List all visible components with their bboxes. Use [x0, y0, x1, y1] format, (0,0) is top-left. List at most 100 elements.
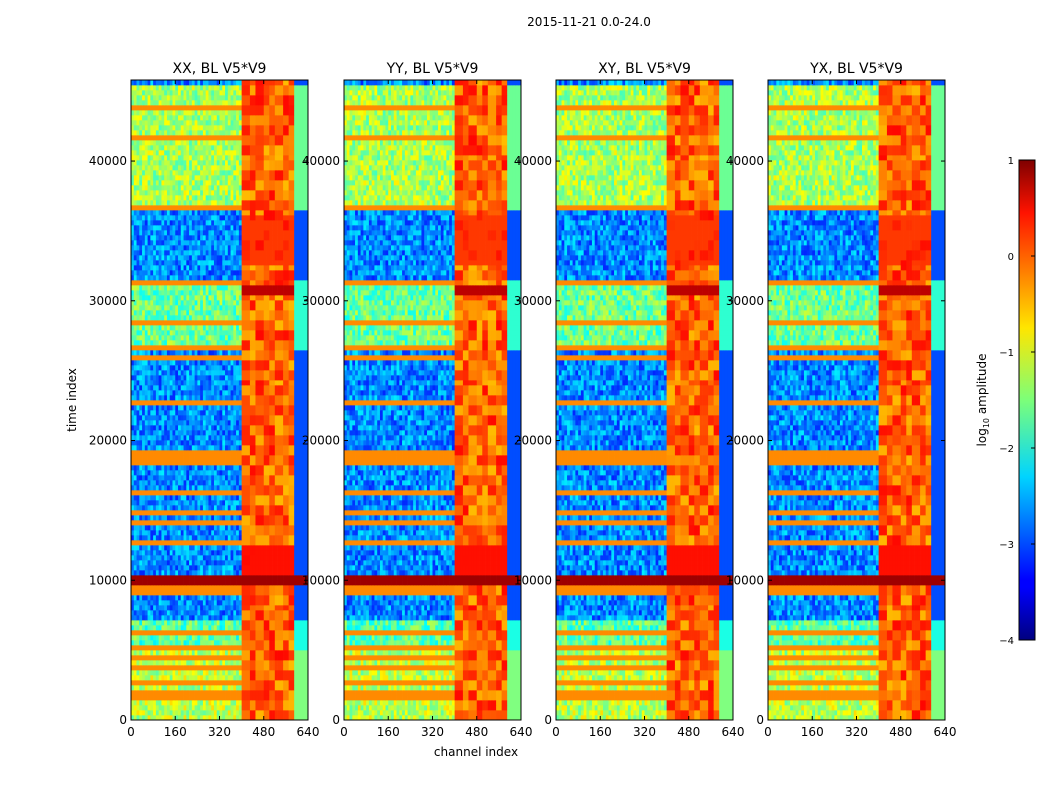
heatmap-cell: [278, 625, 281, 630]
heatmap-cell: [297, 710, 300, 715]
heatmap-cell: [278, 670, 281, 675]
heatmap-cell: [231, 635, 234, 640]
heatmap-cell: [242, 685, 245, 690]
heatmap-cell: [228, 675, 231, 680]
heatmap-cell: [225, 670, 228, 675]
heatmap-cell: [208, 650, 211, 655]
heatmap-cell: [159, 665, 162, 670]
heatmap-cell: [208, 640, 211, 645]
heatmap-cell: [164, 670, 167, 675]
heatmap-cell: [239, 685, 242, 690]
heatmap-cell: [220, 660, 223, 665]
heatmap-cell: [164, 675, 167, 680]
heatmap-cell: [250, 660, 253, 665]
heatmap-cell: [200, 635, 203, 640]
heatmap-cell: [197, 665, 200, 670]
heatmap-cell: [137, 625, 140, 630]
heatmap-cell: [255, 625, 258, 630]
heatmap-cell: [153, 670, 156, 675]
heatmap-cell: [200, 700, 203, 705]
heatmap-cell: [297, 645, 300, 650]
heatmap-cell: [150, 665, 153, 670]
heatmap-cell: [225, 645, 228, 650]
heatmap-cell: [231, 675, 234, 680]
heatmap-cell: [148, 645, 151, 650]
heatmap-cell: [291, 665, 294, 670]
heatmap-cell: [261, 670, 264, 675]
heatmap-cell: [156, 680, 159, 685]
heatmap-cell: [184, 635, 187, 640]
heatmap-cell: [186, 620, 189, 625]
heatmap-cell: [302, 650, 305, 655]
heatmap-cell: [203, 665, 206, 670]
heatmap-cell: [206, 695, 209, 700]
heatmap-cell: [142, 645, 145, 650]
heatmap-cell: [250, 705, 253, 710]
heatmap-cell: [214, 625, 217, 630]
heatmap-cell: [239, 700, 242, 705]
heatmap-cell: [206, 645, 209, 650]
heatmap-cell: [233, 620, 236, 625]
heatmap-cell: [167, 680, 170, 685]
heatmap-cell: [280, 680, 283, 685]
heatmap-cell: [302, 660, 305, 665]
heatmap-cell: [206, 690, 209, 695]
heatmap-cell: [253, 645, 256, 650]
heatmap-cell: [300, 635, 303, 640]
heatmap-cell: [300, 670, 303, 675]
heatmap-cell: [236, 680, 239, 685]
heatmap-cell: [161, 680, 164, 685]
heatmap-cell: [150, 655, 153, 660]
heatmap-cell: [181, 620, 184, 625]
heatmap-cell: [161, 690, 164, 695]
heatmap-cell: [225, 640, 228, 645]
heatmap-cell: [203, 640, 206, 645]
heatmap-cell: [280, 710, 283, 715]
heatmap-cell: [189, 700, 192, 705]
heatmap-cell: [159, 650, 162, 655]
heatmap-cell: [264, 700, 267, 705]
heatmap-cell: [197, 695, 200, 700]
heatmap-cell: [156, 650, 159, 655]
heatmap-cell: [289, 690, 292, 695]
heatmap-cell: [184, 630, 187, 635]
heatmap-cell: [253, 660, 256, 665]
heatmap-cell: [200, 630, 203, 635]
heatmap-cell: [222, 705, 225, 710]
heatmap-cell: [228, 695, 231, 700]
heatmap-cell: [192, 705, 195, 710]
heatmap-cell: [250, 655, 253, 660]
heatmap-cell: [253, 625, 256, 630]
heatmap-cell: [145, 625, 148, 630]
heatmap-cell: [153, 680, 156, 685]
heatmap-cell: [186, 675, 189, 680]
heatmap-cell: [255, 685, 258, 690]
heatmap-cell: [244, 665, 247, 670]
heatmap-cell: [267, 690, 270, 695]
heatmap-cell: [255, 650, 258, 655]
heatmap-cell: [189, 620, 192, 625]
heatmap-cell: [211, 620, 214, 625]
heatmap-cell: [172, 625, 175, 630]
heatmap-cell: [291, 670, 294, 675]
heatmap-cell: [269, 710, 272, 715]
heatmap-cell: [148, 665, 151, 670]
heatmap-cell: [211, 640, 214, 645]
heatmap-cell: [206, 710, 209, 715]
heatmap-cell: [300, 685, 303, 690]
heatmap-cell: [302, 710, 305, 715]
heatmap-cell: [275, 680, 278, 685]
heatmap-cell: [225, 690, 228, 695]
heatmap-cell: [184, 625, 187, 630]
heatmap-cell: [184, 695, 187, 700]
heatmap-cell: [267, 650, 270, 655]
heatmap-cell: [275, 655, 278, 660]
heatmap-cell: [181, 690, 184, 695]
heatmap-cell: [195, 650, 198, 655]
heatmap-cell: [181, 675, 184, 680]
heatmap-cell: [231, 695, 234, 700]
heatmap-cell: [142, 630, 145, 635]
heatmap-cell: [217, 675, 220, 680]
heatmap-cell: [253, 670, 256, 675]
heatmap-cell: [139, 670, 142, 675]
